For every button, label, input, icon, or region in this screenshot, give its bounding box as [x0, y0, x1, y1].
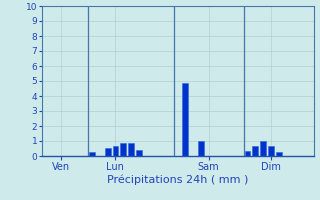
- Bar: [182, 83, 188, 156]
- Bar: [252, 146, 258, 156]
- Bar: [128, 142, 134, 156]
- Bar: [105, 148, 111, 156]
- Bar: [198, 141, 204, 156]
- Bar: [89, 152, 95, 156]
- Bar: [276, 152, 282, 156]
- Bar: [120, 143, 126, 156]
- Bar: [244, 151, 251, 156]
- Bar: [268, 146, 274, 156]
- Bar: [113, 146, 118, 156]
- Bar: [136, 150, 142, 156]
- Bar: [260, 141, 266, 156]
- X-axis label: Précipitations 24h ( mm ): Précipitations 24h ( mm ): [107, 174, 248, 185]
